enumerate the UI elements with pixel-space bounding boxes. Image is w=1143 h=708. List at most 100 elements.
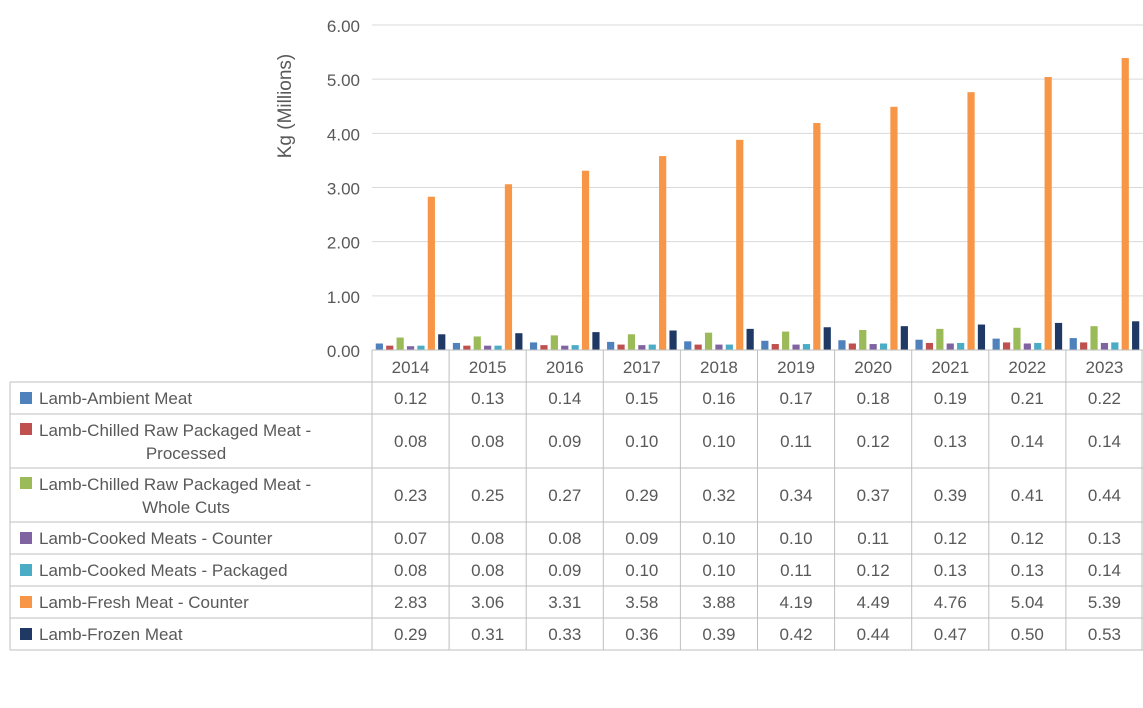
data-label: 0.13 (934, 432, 967, 451)
x-tick-label: 2014 (392, 358, 430, 377)
data-label: 0.13 (934, 561, 967, 580)
data-label: 3.31 (548, 593, 581, 612)
bar (648, 344, 656, 350)
data-label: 3.06 (471, 593, 504, 612)
data-label: 0.36 (625, 625, 658, 644)
bar (592, 332, 600, 350)
bar (715, 344, 723, 350)
data-label: 0.42 (780, 625, 813, 644)
bar (1013, 327, 1021, 350)
x-tick-label: 2018 (700, 358, 738, 377)
data-label: 0.29 (394, 625, 427, 644)
gridlines (372, 24, 1143, 297)
data-label: 0.19 (934, 389, 967, 408)
bar (900, 326, 908, 350)
legend-key (20, 477, 32, 489)
bar (1069, 338, 1077, 350)
bar (1090, 326, 1098, 350)
data-label: 0.12 (857, 432, 890, 451)
bar (967, 92, 975, 351)
data-label: 0.08 (548, 529, 581, 548)
y-axis: 0.00 1.00 2.00 3.00 4.00 5.00 6.00 (327, 17, 360, 361)
series-label: Lamb-Cooked Meats - Packaged (39, 561, 288, 580)
bar (627, 334, 636, 350)
bar (823, 327, 831, 350)
data-label: 0.08 (394, 561, 427, 580)
legend-key (20, 596, 32, 608)
bar (617, 344, 625, 350)
bar (540, 345, 548, 350)
x-tick-label: 2017 (623, 358, 661, 377)
x-tick-label: 2019 (777, 358, 815, 377)
data-label: 0.18 (857, 389, 890, 408)
data-label: 0.41 (1011, 486, 1044, 505)
data-label: 4.76 (934, 593, 967, 612)
data-label: 0.10 (702, 561, 735, 580)
bar (438, 334, 446, 350)
x-tick-label: 2022 (1008, 358, 1046, 377)
bar (427, 196, 435, 350)
data-label: 2.83 (394, 593, 427, 612)
bar (848, 343, 856, 350)
bar (957, 342, 965, 350)
bar (473, 336, 481, 350)
data-label: 0.14 (548, 389, 581, 408)
data-label: 0.27 (548, 486, 581, 505)
data-label: 0.14 (1088, 561, 1121, 580)
bar (838, 340, 846, 350)
data-label: 0.11 (780, 432, 812, 451)
data-label: 3.58 (625, 593, 658, 612)
data-label: 0.37 (857, 486, 890, 505)
data-label: 0.15 (625, 389, 658, 408)
y-axis-label: Kg (Millions) (275, 54, 296, 159)
bar (946, 343, 954, 350)
series-label: Lamb-Fresh Meat - Counter (39, 593, 249, 612)
data-label: 0.11 (857, 529, 889, 548)
bar (463, 345, 471, 350)
bar (1044, 77, 1052, 350)
x-tick-label: 2015 (469, 358, 507, 377)
data-label: 4.19 (780, 593, 813, 612)
bar (386, 345, 394, 350)
plot-area (375, 58, 1140, 351)
bar (936, 328, 944, 350)
bar (659, 156, 667, 350)
bar (504, 184, 513, 350)
x-tick-label: 2016 (546, 358, 584, 377)
series-label: Lamb-Chilled Raw Packaged Meat - (39, 475, 311, 494)
data-label: 0.39 (702, 625, 735, 644)
bar (925, 342, 934, 350)
data-label: 0.21 (1011, 389, 1044, 408)
data-label: 0.08 (471, 432, 504, 451)
data-table: 2014 2015 2016 2017 2018 2019 2020 2021 2022 2023… (9, 349, 1143, 651)
data-label: 0.11 (780, 561, 812, 580)
data-label: 0.13 (1088, 529, 1121, 548)
data-label: 3.88 (702, 593, 735, 612)
bar (375, 343, 383, 350)
data-label: 4.49 (857, 593, 890, 612)
data-label: 0.31 (471, 625, 504, 644)
data-label: 0.17 (780, 389, 813, 408)
series-label: Lamb-Cooked Meats - Counter (39, 529, 273, 548)
bar (813, 123, 821, 351)
legend-key (20, 423, 32, 435)
series-label: Lamb-Ambient Meat (39, 389, 192, 408)
data-label: 0.33 (548, 625, 581, 644)
bar (992, 338, 1000, 350)
data-label: 0.08 (471, 529, 504, 548)
series-label: Processed (146, 444, 226, 463)
data-label: 0.09 (548, 432, 581, 451)
bar (802, 344, 811, 350)
data-label: 5.39 (1088, 593, 1121, 612)
data-label: 0.14 (1088, 432, 1121, 451)
data-label: 0.13 (471, 389, 504, 408)
bar (736, 139, 744, 350)
data-label: 0.10 (625, 432, 658, 451)
bar (1023, 343, 1031, 350)
bar (571, 345, 579, 350)
bar (406, 346, 415, 350)
bar (638, 345, 646, 350)
data-label: 0.08 (394, 432, 427, 451)
x-tick-label: 2023 (1086, 358, 1124, 377)
